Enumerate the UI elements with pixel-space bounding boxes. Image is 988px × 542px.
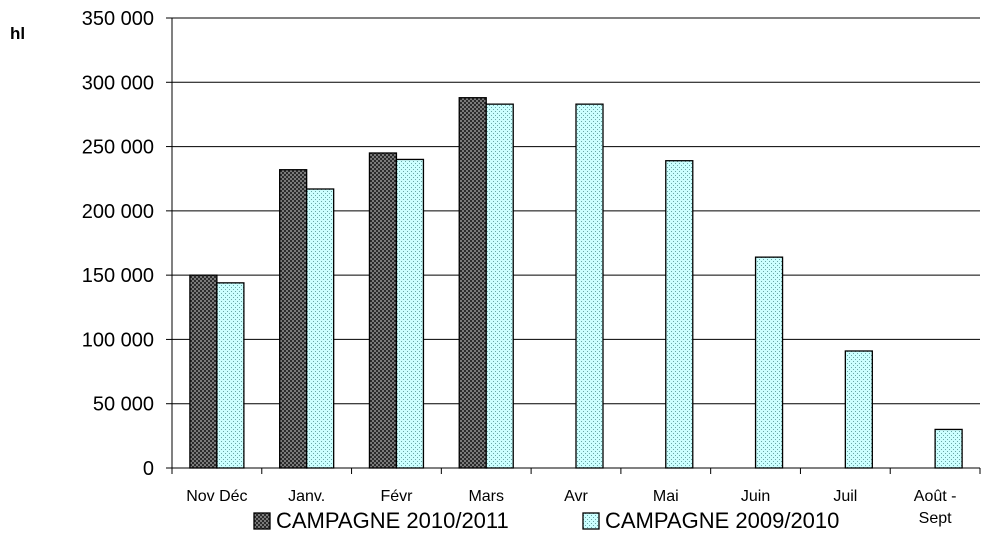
y-axis-unit-label: hl [10,24,25,43]
bar-series-2 [665,160,694,469]
bar-series-2 [395,158,425,469]
bar-series-1 [189,274,218,469]
x-tick-label: Août -Sept [914,488,957,527]
bar-series-1 [458,97,487,469]
bar-series-2 [485,103,514,469]
y-tick-label: 250 000 [82,137,154,159]
x-tick-label: Nov Déc [186,488,247,505]
x-tick-label: Mars [468,488,504,505]
bar-series-2 [306,188,335,469]
x-tick-label: Avr [564,488,588,505]
y-tick-label: 350 000 [82,8,154,30]
bar-series-2 [934,428,963,469]
x-tick-label: Janv. [288,488,325,505]
y-tick-label: 300 000 [82,72,154,94]
legend: CAMPAGNE 2010/2011 CAMPAGNE 2009/2010 [253,508,839,533]
legend-label: CAMPAGNE 2009/2010 [605,508,839,533]
bar-series-2 [216,282,245,469]
bar-series-1 [279,169,308,469]
x-tick-label: Févr [380,488,413,505]
y-tick-label: 50 000 [93,394,154,416]
legend-label: CAMPAGNE 2010/2011 [276,508,509,533]
legend-swatch [582,512,600,530]
x-tick-label: Juin [741,488,770,505]
bar-series-2 [754,256,784,469]
y-tick-label: 100 000 [82,329,154,351]
bars [189,97,963,469]
y-tick-label: 0 [143,458,154,480]
bar-series-1 [368,152,398,469]
x-tick-label: Mai [653,488,679,505]
bar-series-2 [575,103,604,469]
y-tick-label: 200 000 [82,201,154,223]
axes [171,18,981,474]
bar-series-2 [844,350,873,469]
y-tick-labels: 0 50 000 100 000 150 000 200 000 250 000 300 0… [82,8,154,480]
x-tick-label: Juil [833,488,857,505]
legend-swatch [253,512,271,530]
y-tick-label: 150 000 [82,265,154,287]
x-tick-labels: Nov Déc Janv. Févr Mars Avr Mai Juin Juil Août -… [186,488,956,527]
